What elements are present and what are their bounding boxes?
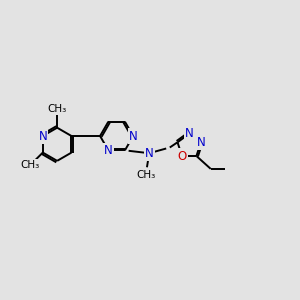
- Text: CH₃: CH₃: [47, 104, 67, 114]
- Text: N: N: [185, 127, 194, 140]
- Text: O: O: [177, 149, 187, 163]
- Text: CH₃: CH₃: [137, 170, 156, 180]
- Text: N: N: [145, 147, 154, 160]
- Text: N: N: [104, 144, 113, 157]
- Text: N: N: [129, 130, 138, 142]
- Text: N: N: [196, 136, 205, 149]
- Text: CH₃: CH₃: [20, 160, 40, 170]
- Text: N: N: [38, 130, 47, 142]
